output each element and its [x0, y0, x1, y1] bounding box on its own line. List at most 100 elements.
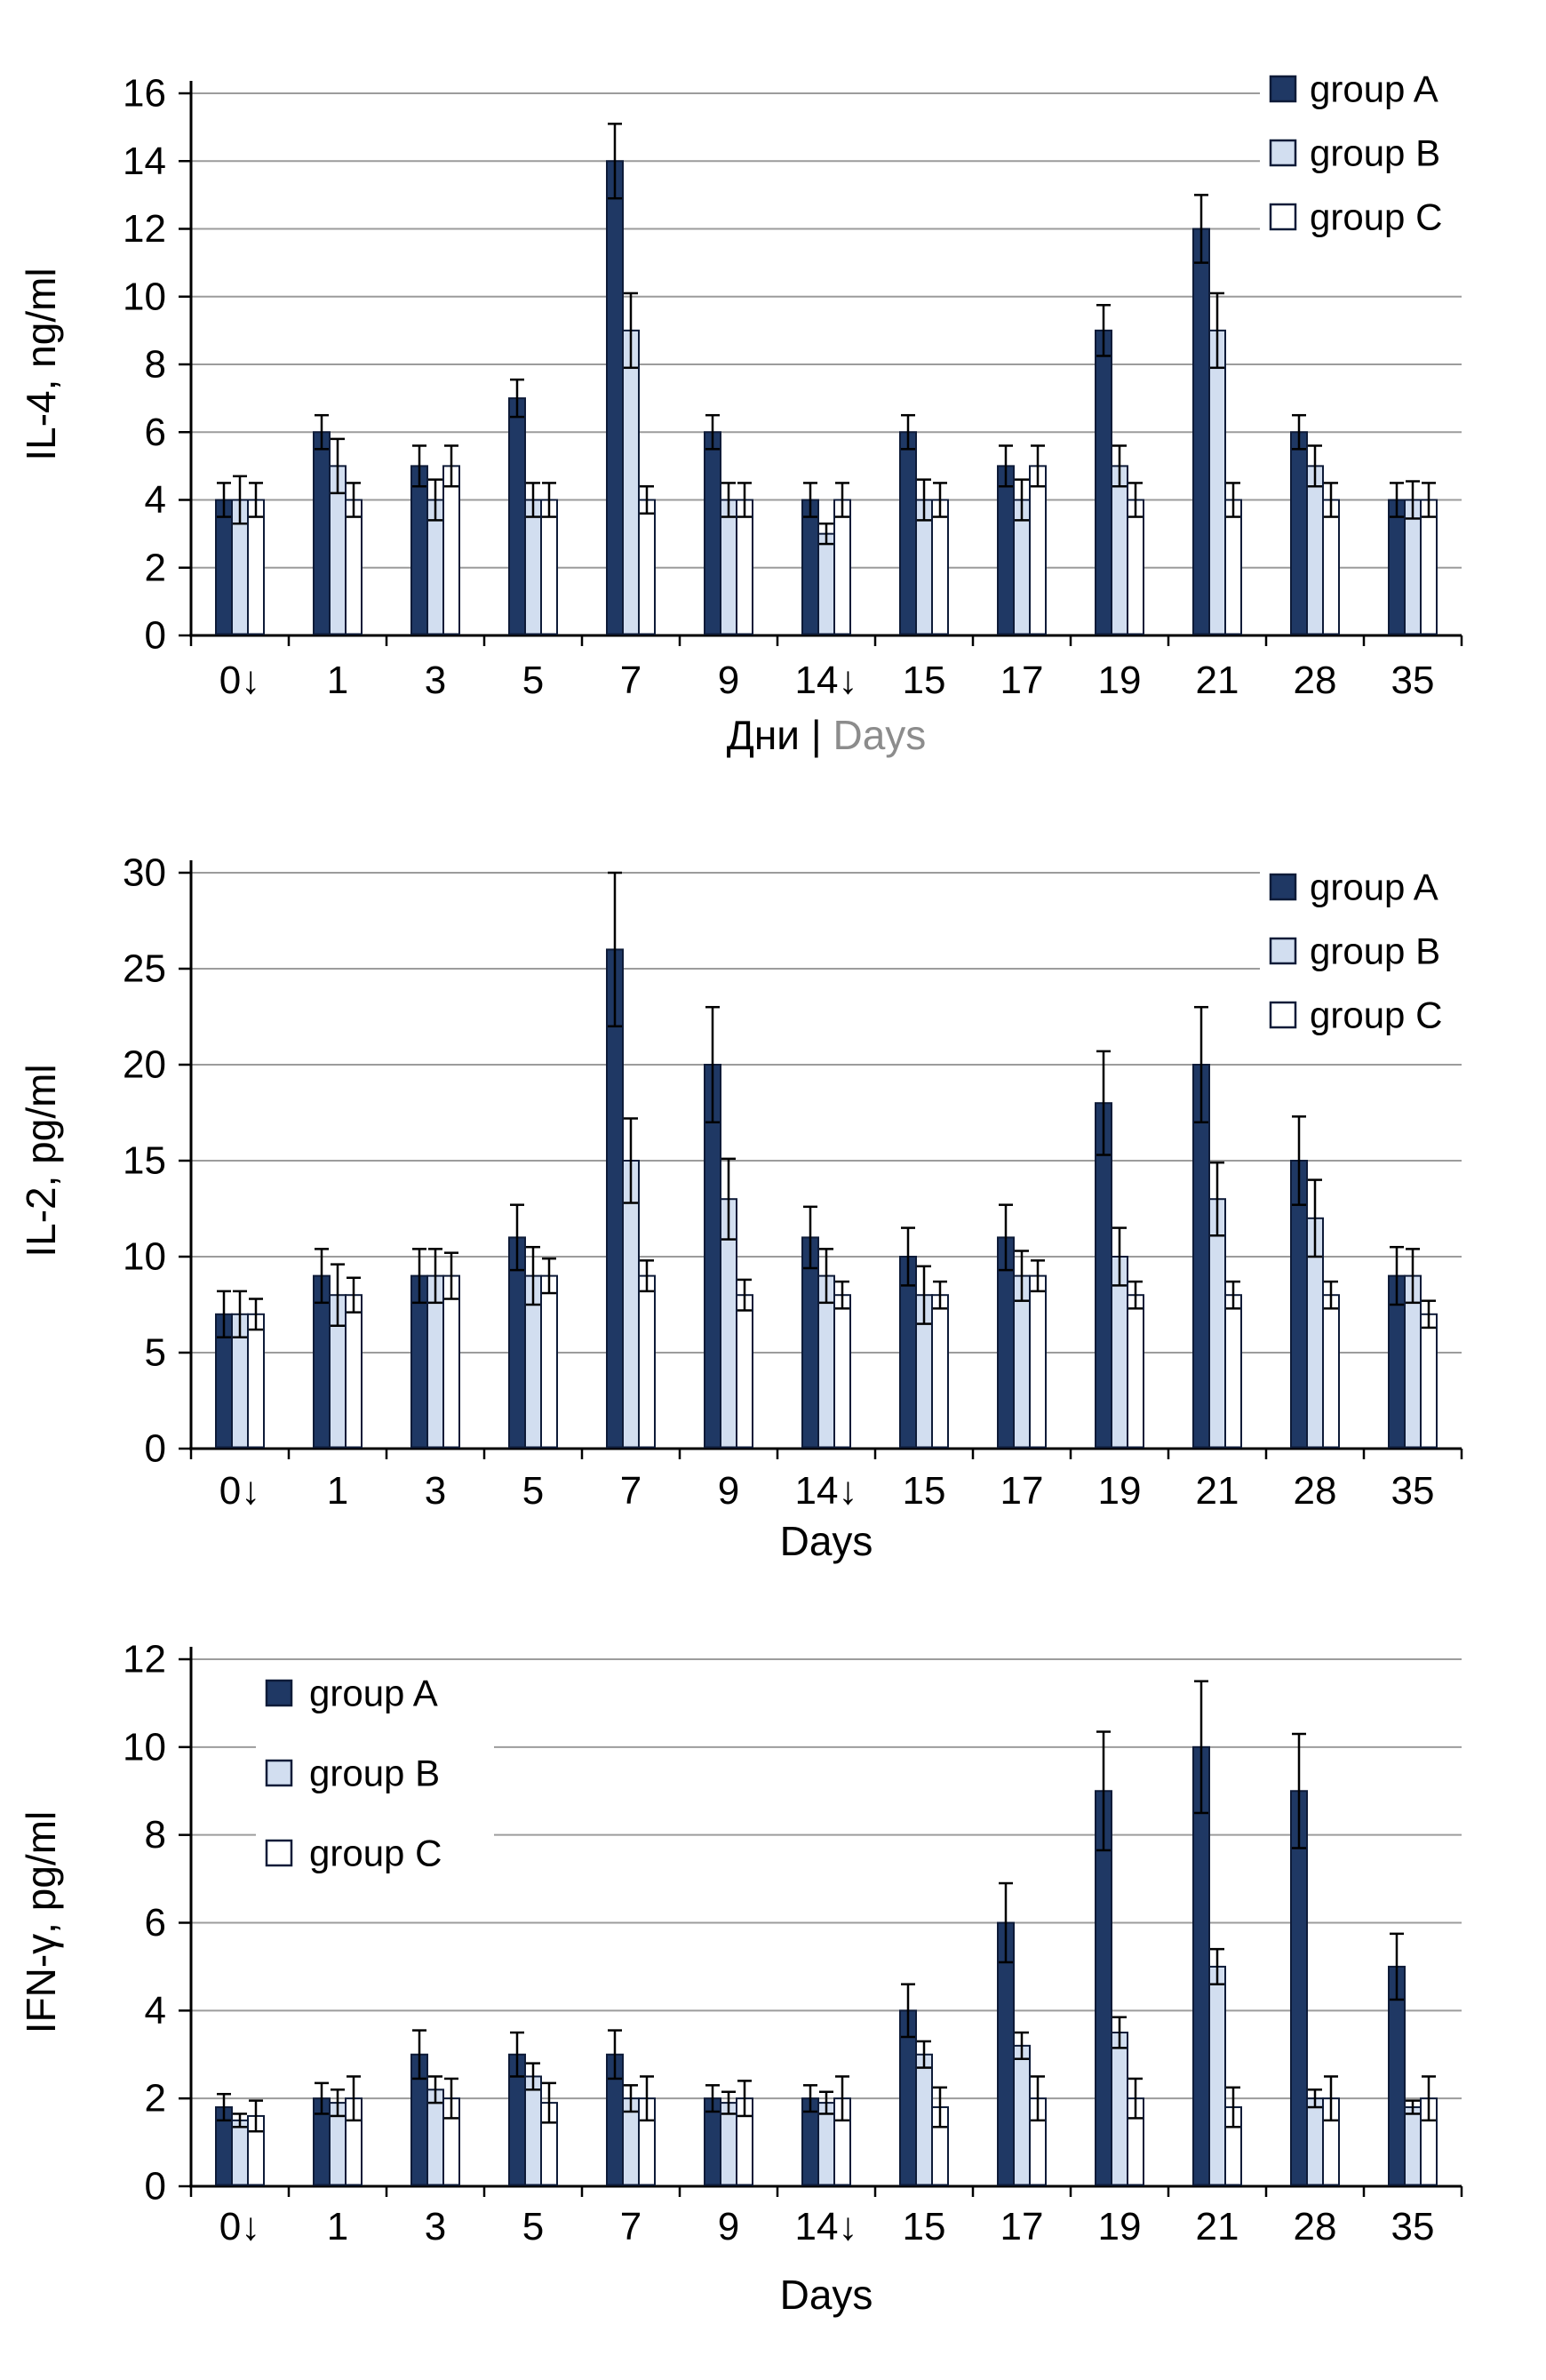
bar-groupC-35 [1420, 1313, 1438, 1449]
y-tick-label: 15 [123, 1139, 166, 1183]
x-category-label: 5 [522, 2205, 544, 2248]
bar-groupB-0↓ [231, 2119, 249, 2186]
y-tick-label: 0 [145, 2165, 166, 2208]
y-tick-label: 2 [145, 546, 166, 589]
x-category-label: 0↓ [219, 1469, 260, 1513]
x-category-label: 3 [425, 659, 446, 702]
bar-groupC-7 [638, 1274, 656, 1449]
bar-groupA-9 [704, 431, 721, 635]
bar-groupC-19 [1127, 1294, 1144, 1449]
x-axis-title: Дни | Days [727, 712, 927, 758]
x-category-label: 28 [1294, 2205, 1337, 2248]
bar-groupA-7 [606, 160, 624, 635]
x-category-label: 21 [1196, 659, 1239, 702]
legend-background [256, 1663, 494, 1883]
bar-groupB-19 [1111, 465, 1128, 635]
bar-groupA-28 [1290, 1790, 1308, 2186]
x-category-label: 5 [522, 659, 544, 702]
x-category-label: 9 [718, 659, 739, 702]
y-tick-label: 6 [145, 411, 166, 454]
x-category-label: 1 [327, 1469, 348, 1513]
legend-label: group C [1310, 994, 1442, 1036]
x-category-label: 3 [425, 1469, 446, 1513]
bar-groupC-21 [1224, 499, 1242, 635]
legend-swatch-groupB [265, 1759, 293, 1787]
y-tick-label: 10 [123, 1725, 166, 1769]
bar-groupA-28 [1290, 431, 1308, 635]
y-tick-label: 5 [145, 1331, 166, 1375]
bar-groupB-17 [1013, 2044, 1031, 2186]
bar-groupB-9 [720, 2102, 737, 2186]
x-category-label: 1 [327, 2205, 348, 2248]
y-axis-title: IL-2, pg/ml [18, 1064, 64, 1257]
bar-groupB-7 [622, 329, 640, 635]
bar-groupC-28 [1322, 499, 1340, 635]
legend-swatch-groupC [1269, 1001, 1297, 1029]
y-tick-label: 2 [145, 2077, 166, 2120]
x-category-label: 35 [1391, 659, 1435, 702]
bar-groupB-21 [1208, 1965, 1226, 2186]
x-category-label: 19 [1098, 659, 1142, 702]
legend-background [1260, 59, 1498, 247]
bar-groupC-5 [540, 499, 558, 635]
x-category-label: 9 [718, 2205, 739, 2248]
y-tick-label: 20 [123, 1043, 166, 1087]
bar-groupC-17 [1029, 1274, 1047, 1449]
legend-swatch-groupB [1269, 139, 1297, 167]
bar-groupB-35 [1404, 2106, 1422, 2186]
y-tick-label: 14 [123, 140, 166, 183]
y-tick-label: 4 [145, 1989, 166, 2033]
x-category-label: 35 [1391, 2205, 1435, 2248]
x-category-label: 7 [620, 1469, 642, 1513]
bar-groupC-3 [442, 1274, 460, 1449]
x-category-label: 14↓ [795, 659, 858, 702]
legend-label: group C [309, 1833, 442, 1874]
bar-groupC-3 [442, 465, 460, 635]
bar-groupC-1 [345, 1294, 363, 1449]
bar-groupC-0↓ [247, 499, 265, 635]
y-tick-label: 25 [123, 947, 166, 991]
bar-groupB-3 [426, 2088, 444, 2186]
bar-groupB-28 [1306, 465, 1324, 635]
bar-groupB-5 [524, 499, 542, 635]
x-axis-title: Days [780, 2272, 873, 2318]
y-tick-label: 12 [123, 207, 166, 251]
bar-groupC-9 [736, 499, 753, 635]
legend-label: group C [1310, 196, 1442, 238]
bar-groupB-21 [1208, 329, 1226, 635]
bar-groupC-17 [1029, 465, 1047, 635]
x-category-label: 14↓ [795, 2205, 858, 2248]
x-category-label: 15 [903, 1469, 946, 1513]
y-tick-label: 16 [123, 72, 166, 116]
y-tick-label: 30 [123, 851, 166, 895]
x-category-label: 0↓ [219, 659, 260, 702]
x-category-label: 14↓ [795, 1469, 858, 1513]
legend-label: group A [1310, 68, 1438, 110]
bar-groupA-15 [899, 431, 917, 635]
x-category-label: 28 [1294, 1469, 1337, 1513]
legend-swatch-groupB [1269, 937, 1297, 965]
y-tick-label: 10 [123, 275, 166, 318]
bar-groupC-15 [931, 1294, 949, 1449]
bar-groupC-19 [1127, 499, 1144, 635]
legend-background [1260, 857, 1498, 1045]
x-category-label: 15 [903, 659, 946, 702]
bar-groupC-14↓ [833, 499, 851, 635]
y-tick-label: 4 [145, 478, 166, 522]
x-category-label: 28 [1294, 659, 1337, 702]
x-category-label: 1 [327, 659, 348, 702]
y-tick-label: 0 [145, 614, 166, 658]
x-axis-title: Days [780, 1518, 873, 1564]
bar-groupC-21 [1224, 1294, 1242, 1449]
bar-groupC-1 [345, 499, 363, 635]
bar-groupB-14↓ [817, 532, 835, 635]
x-category-label: 21 [1196, 1469, 1239, 1513]
legend-label: group A [309, 1673, 438, 1714]
x-category-label: 0↓ [219, 2205, 260, 2248]
x-category-label: 15 [903, 2205, 946, 2248]
legend-label: group A [1310, 867, 1438, 908]
bar-groupC-28 [1322, 1294, 1340, 1449]
